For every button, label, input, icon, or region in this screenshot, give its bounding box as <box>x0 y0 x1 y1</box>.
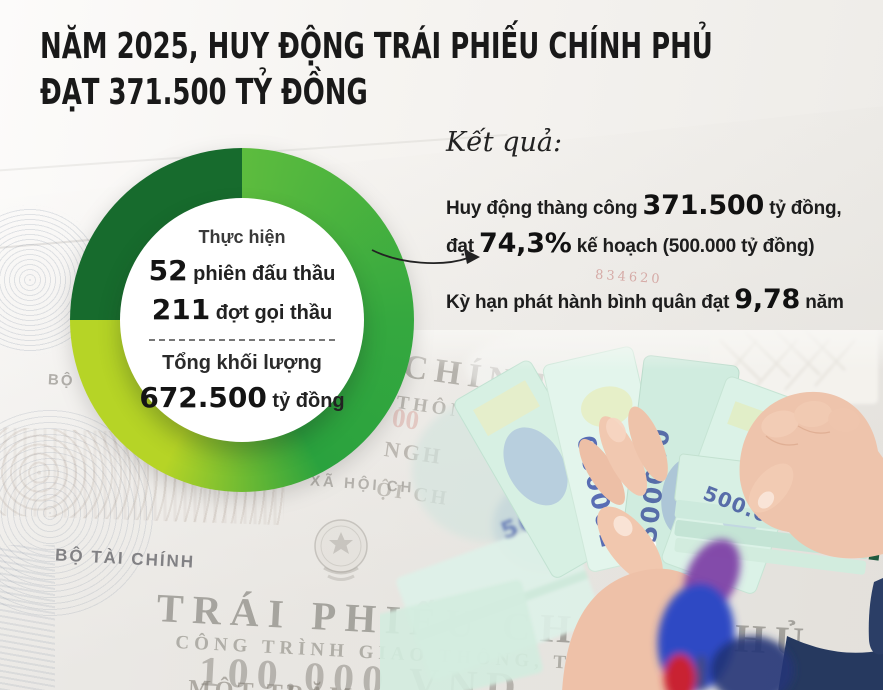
guilloche-strip <box>0 545 55 690</box>
result-1-post: tỷ đồng, <box>764 198 842 219</box>
national-emblem-icon <box>314 519 368 581</box>
result-2-value: 74,3% <box>478 228 572 259</box>
result-3-post: năm <box>800 292 844 313</box>
unit-phien: phiên đấu thầu <box>187 262 336 285</box>
center-label-tong-khoi-luong: Tổng khối lượng <box>162 351 322 374</box>
result-line-1: Huy động thàng công 371.500 tỷ đồng, <box>446 190 842 221</box>
results-heading: Kết quả: <box>446 127 563 158</box>
value-211: 211 <box>151 292 211 326</box>
title-line-1: NĂM 2025, HUY ĐỘNG TRÁI PHIẾU CHÍNH PHỦ <box>40 26 713 67</box>
dashed-divider <box>149 338 335 341</box>
money-counting-photo: 5000 500000 500000 <box>380 330 883 690</box>
result-line-3: Kỳ hạn phát hành bình quân đạt 9,78 năm <box>446 284 844 315</box>
result-line-2: đạt 74,3% kế hoạch (500.000 tỷ đồng) <box>446 228 815 259</box>
center-row-total: 672.500 tỷ đồng <box>139 381 344 414</box>
photo-top-fade <box>380 330 883 370</box>
navy-clothing <box>778 578 883 690</box>
unit-ty-dong: tỷ đồng <box>266 389 345 412</box>
title-line-2: ĐẠT 371.500 TỶ ĐỒNG <box>40 72 368 114</box>
center-row-dot: 211 đợt gọi thầu <box>152 293 332 326</box>
value-52: 52 <box>148 253 188 287</box>
result-3-value: 9,78 <box>734 284 801 315</box>
value-672500: 672.500 <box>139 380 267 414</box>
unit-dot: đợt gọi thầu <box>210 301 333 324</box>
donut-center: Thực hiện 52 phiên đấu thầu 211 đợt gọi … <box>120 198 364 442</box>
result-2-post: kế hoạch (500.000 tỷ đồng) <box>571 236 815 257</box>
scarf-blur <box>657 539 794 690</box>
result-1-value: 371.500 <box>642 190 765 221</box>
donut-chart: Thực hiện 52 phiên đấu thầu 211 đợt gọi … <box>70 148 414 492</box>
page-title: NĂM 2025, HUY ĐỘNG TRÁI PHIẾU CHÍNH PHỦ … <box>40 26 713 115</box>
result-2-pre: đạt <box>446 236 479 257</box>
bond-watermark-bo: BỘ <box>47 371 75 390</box>
result-3-pre: Kỳ hạn phát hành bình quân đạt <box>446 292 735 313</box>
result-1-pre: Huy động thàng công <box>446 198 643 219</box>
center-row-phien: 52 phiên đấu thầu <box>149 254 336 287</box>
right-hand <box>739 391 883 559</box>
center-label-thuc-hien: Thực hiện <box>198 226 286 247</box>
